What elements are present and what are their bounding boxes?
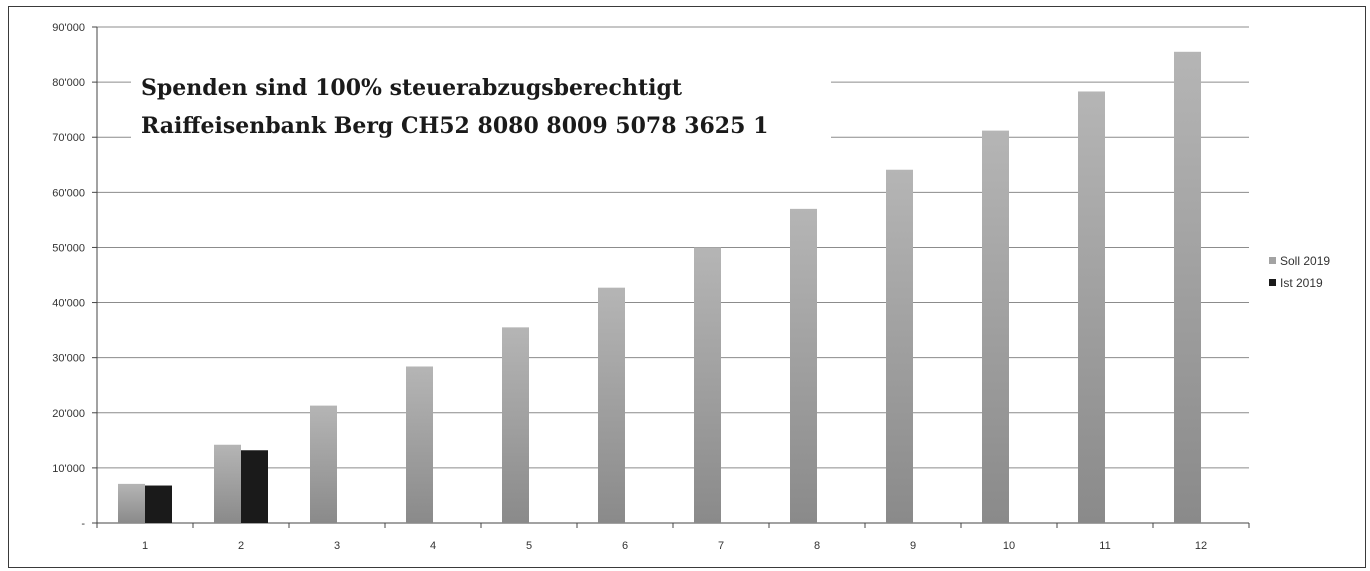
legend-swatch-soll-2019 [1269,257,1276,264]
y-tick-label: 70'000 [52,132,85,144]
bar-soll-2019-4 [406,366,433,523]
bars [118,51,1201,524]
y-tick-label: 50'000 [52,242,85,254]
annotation-line-1: Spenden sind 100% steuerabzugsberechtigt [141,75,683,101]
bar-soll-2019-5 [502,327,529,523]
x-tick-label: 9 [910,540,916,552]
bar-soll-2019-2 [214,444,241,523]
x-tick-label: 7 [718,540,724,552]
y-tick-label: 10'000 [52,463,85,475]
bar-ist-2019-2 [241,450,268,523]
legend-swatch-ist-2019 [1269,279,1276,286]
x-tick-label: 3 [334,540,340,552]
bar-soll-2019-7 [694,247,721,523]
bar-soll-2019-3 [310,405,337,523]
bar-soll-2019-12 [1174,51,1201,524]
y-tick-label: 30'000 [52,353,85,365]
bar-soll-2019-8 [790,208,817,523]
legend-label-ist-2019: Ist 2019 [1280,276,1323,290]
y-tick-label: 60'000 [52,187,85,199]
bar-soll-2019-6 [598,287,625,523]
x-tick-label: 11 [1099,540,1110,552]
x-tick-label: 2 [238,540,244,552]
bar-soll-2019-10 [982,130,1009,523]
chart-frame: - 10'000 20'000 30'000 40'000 50'000 60'000 70'… [8,6,1366,568]
bar-soll-2019-9 [886,169,913,523]
x-tick-label: 6 [622,540,628,552]
bar-soll-2019-1 [118,483,145,523]
x-tick-label: 4 [430,540,436,552]
bar-soll-2019-11 [1078,91,1105,523]
annotation-box: Spenden sind 100% steuerabzugsberechtigt… [131,59,831,149]
y-tick-label: 90'000 [52,22,85,34]
x-tick-label: 8 [814,540,820,552]
bar-chart: - 10'000 20'000 30'000 40'000 50'000 60'000 70'… [52,22,1330,552]
x-axis-ticks: 1 2 3 4 5 6 7 8 9 10 11 12 [142,540,1207,552]
annotation-line-2: Raiffeisenbank Berg CH52 8080 8009 5078 … [141,113,768,139]
y-tick-label: 40'000 [52,298,85,310]
bar-ist-2019-1 [145,485,172,523]
y-axis-ticks: - 10'000 20'000 30'000 40'000 50'000 60'000 70'… [52,22,85,530]
annotation-background [131,59,831,149]
x-tick-label: 1 [142,540,148,552]
legend: Soll 2019 Ist 2019 [1269,254,1330,290]
y-tick-label: - [81,518,85,530]
x-tick-label: 10 [1003,540,1015,552]
y-tick-label: 20'000 [52,408,85,420]
y-tick-label: 80'000 [52,77,85,89]
x-tick-label: 12 [1195,540,1207,552]
legend-label-soll-2019: Soll 2019 [1280,254,1330,268]
x-tick-label: 5 [526,540,532,552]
